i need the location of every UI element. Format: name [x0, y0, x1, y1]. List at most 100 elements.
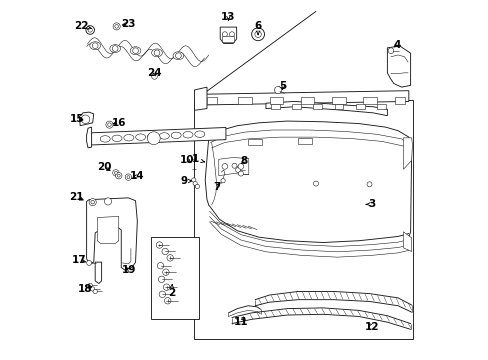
Text: 10: 10 — [180, 155, 194, 165]
Circle shape — [238, 163, 244, 169]
Ellipse shape — [130, 47, 141, 55]
Text: 1: 1 — [191, 154, 204, 164]
Bar — [298, 138, 311, 144]
Bar — [334, 104, 343, 109]
Text: 22: 22 — [74, 21, 91, 31]
Text: 8: 8 — [240, 156, 247, 166]
Circle shape — [163, 284, 169, 291]
Polygon shape — [201, 91, 408, 105]
Circle shape — [125, 174, 131, 180]
Text: 12: 12 — [365, 322, 379, 332]
Circle shape — [115, 172, 122, 179]
Circle shape — [162, 248, 168, 255]
Polygon shape — [265, 102, 386, 116]
Text: 18: 18 — [78, 284, 93, 294]
Circle shape — [104, 198, 111, 205]
Ellipse shape — [123, 135, 134, 141]
Circle shape — [191, 178, 196, 182]
Circle shape — [156, 242, 163, 248]
Circle shape — [113, 23, 120, 30]
Text: 5: 5 — [279, 81, 286, 91]
Polygon shape — [86, 127, 91, 148]
Ellipse shape — [159, 133, 169, 139]
Text: 4: 4 — [393, 40, 400, 50]
Circle shape — [88, 28, 92, 32]
Bar — [151, 237, 199, 319]
Circle shape — [157, 262, 163, 269]
Bar — [363, 97, 376, 104]
Ellipse shape — [173, 52, 183, 60]
Circle shape — [81, 115, 90, 123]
Ellipse shape — [135, 134, 145, 140]
Circle shape — [90, 287, 95, 291]
Text: 6: 6 — [254, 21, 261, 35]
Polygon shape — [194, 87, 206, 111]
Circle shape — [115, 24, 118, 28]
Bar — [271, 104, 280, 109]
Polygon shape — [218, 157, 248, 176]
Circle shape — [92, 43, 98, 49]
Circle shape — [114, 171, 117, 174]
Bar — [247, 139, 261, 145]
Text: 21: 21 — [69, 192, 83, 202]
Text: 3: 3 — [365, 199, 375, 209]
Circle shape — [154, 50, 160, 56]
Polygon shape — [95, 262, 102, 284]
Polygon shape — [403, 138, 411, 169]
Polygon shape — [91, 127, 225, 145]
Circle shape — [107, 123, 111, 126]
Circle shape — [151, 73, 157, 79]
Text: 9: 9 — [180, 176, 191, 186]
Text: 17: 17 — [72, 255, 86, 265]
Polygon shape — [403, 232, 411, 251]
Circle shape — [132, 48, 138, 54]
Circle shape — [158, 276, 164, 283]
Ellipse shape — [90, 42, 101, 50]
Ellipse shape — [110, 45, 121, 53]
Bar — [149, 134, 157, 142]
Bar — [222, 36, 234, 42]
Bar — [206, 97, 217, 104]
Circle shape — [88, 283, 92, 288]
Bar — [300, 97, 314, 104]
Ellipse shape — [100, 136, 110, 142]
Text: 15: 15 — [69, 113, 83, 123]
Polygon shape — [86, 198, 137, 270]
Circle shape — [387, 48, 393, 54]
Circle shape — [147, 132, 160, 145]
Text: 23: 23 — [121, 19, 135, 29]
Circle shape — [93, 289, 97, 294]
Circle shape — [166, 255, 173, 261]
Circle shape — [163, 269, 169, 275]
Circle shape — [229, 32, 234, 37]
Circle shape — [222, 32, 227, 37]
Circle shape — [235, 167, 240, 172]
Bar — [269, 97, 283, 104]
Circle shape — [251, 28, 264, 41]
Text: 24: 24 — [147, 68, 162, 78]
Circle shape — [112, 170, 119, 176]
Text: 20: 20 — [97, 162, 111, 172]
Circle shape — [112, 46, 118, 51]
Bar — [292, 104, 301, 109]
Circle shape — [127, 176, 130, 179]
Ellipse shape — [147, 133, 157, 140]
Circle shape — [91, 201, 94, 204]
Circle shape — [254, 31, 261, 37]
Bar — [238, 97, 251, 104]
Text: 14: 14 — [130, 171, 144, 181]
Text: 13: 13 — [221, 13, 235, 22]
Circle shape — [106, 121, 113, 128]
Circle shape — [195, 184, 199, 189]
Bar — [331, 97, 345, 104]
Bar — [376, 104, 385, 109]
Circle shape — [175, 53, 181, 59]
Bar — [313, 104, 322, 109]
Circle shape — [117, 174, 120, 177]
Polygon shape — [386, 46, 410, 87]
Circle shape — [238, 171, 243, 176]
Circle shape — [313, 181, 318, 186]
Text: 11: 11 — [233, 317, 248, 327]
Ellipse shape — [183, 131, 193, 138]
Polygon shape — [80, 112, 94, 126]
